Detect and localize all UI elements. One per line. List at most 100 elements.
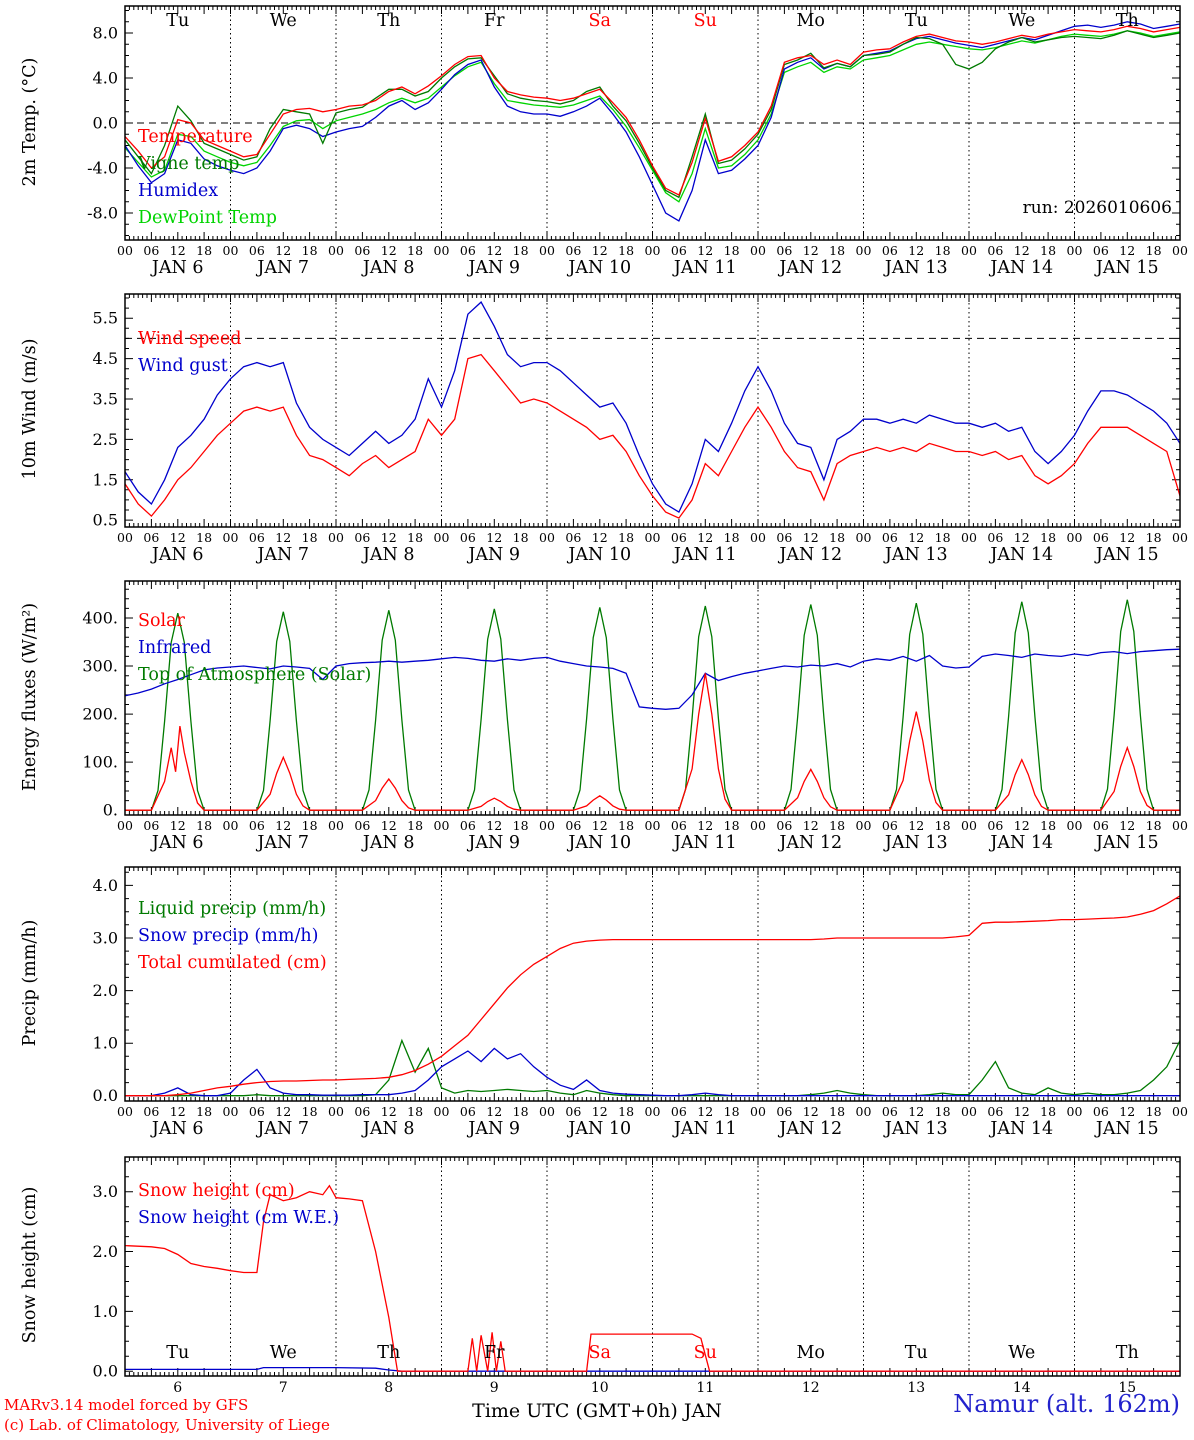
x-hour-label: 18 [618,1104,634,1119]
x-hour-label: 12 [275,243,291,258]
x-hour-label: 18 [196,818,212,833]
dow-label: Sa [589,11,611,31]
y-tick-label: 300. [82,657,118,676]
x-hour-label: 06 [143,530,159,545]
x-hour-label: 06 [671,1104,687,1119]
dow-label: Tu [166,1343,189,1363]
x-hour-label: 18 [1040,1104,1056,1119]
x-date-label: JAN 10 [566,1119,631,1139]
ylabel-energy: Energy fluxes (W/m²) [20,602,40,792]
dow-label: Tu [905,11,928,31]
x-hour-label: 18 [513,818,529,833]
dow-label: We [1008,11,1035,31]
x-hour-label: 12 [170,530,186,545]
dow-label: We [270,1343,297,1363]
x-hour-label: 00 [961,243,977,258]
x-hour-label: 12 [803,818,819,833]
x-hour-label: 00 [750,243,766,258]
x-date-label: JAN 14 [988,833,1053,853]
dow-label: Sa [589,1343,611,1363]
x-hour-label: 06 [776,243,792,258]
x-hour-label: 06 [143,1104,159,1119]
x-hour-label: 12 [381,1104,397,1119]
x-hour-label: 00 [539,530,555,545]
y-tick-label: -4.0 [87,159,118,178]
x-hour-label: 00 [961,1104,977,1119]
x-hour-label: 18 [1040,243,1056,258]
model-credit-line: MARv3.14 model forced by GFS [4,1396,249,1414]
x-hour-label: 06 [987,1104,1003,1119]
x-hour-label: 00 [539,243,555,258]
legend-snow-panel: Snow height (cm) Snow height (cm W.E.) [138,1178,339,1232]
x-hour-label: 00 [328,818,344,833]
x-hour-label: 00 [539,1104,555,1119]
legend-item-vigne-temp: Vigne temp [138,154,240,174]
x-date-label: JAN 7 [255,258,309,278]
x-hour-label: 12 [486,243,502,258]
x-hour-label: 06 [565,1104,581,1119]
x-hour-label: 18 [513,1104,529,1119]
x-hour-label: 06 [776,1104,792,1119]
x-date-label: JAN 6 [150,545,204,565]
series-liquid-precip-mm-h- [125,1038,1180,1097]
x-hour-label: 06 [1093,530,1109,545]
x-hour-label: 18 [1146,243,1162,258]
x-hour-label: 12 [1119,818,1135,833]
x-hour-label: 12 [275,1104,291,1119]
x-hour-label: 06 [671,243,687,258]
x-hour-label: 06 [354,243,370,258]
y-tick-label: 0. [103,801,118,820]
x-hour-label: 18 [724,818,740,833]
x-hour-label: 06 [882,1104,898,1119]
x-hour-label: 12 [170,243,186,258]
y-tick-label: 0.0 [93,1362,118,1381]
x-hour-label: 12 [1119,530,1135,545]
x-hour-label: 06 [249,1104,265,1119]
x-hour-label: 12 [381,818,397,833]
x-hour-label: 00 [1067,818,1083,833]
x-hour-label: 18 [196,1104,212,1119]
plot-box [124,1156,1181,1377]
series-humidex [125,21,1180,222]
x-hour-label: 18 [618,818,634,833]
series-snow-precip-mm-h- [125,1047,1180,1097]
x-hour-label: 12 [275,818,291,833]
x-hour-label: 00 [1067,530,1083,545]
x-hour-label: 00 [328,243,344,258]
series-total-cumulated-cm- [125,895,1180,1097]
x-hour-label: 00 [117,1104,133,1119]
y-tick-label: 1.0 [93,1302,118,1321]
legend-temperature-panel: Temperature Vigne temp Humidex DewPoint … [138,124,277,232]
y-tick-label: 4.5 [93,349,118,368]
legend-item-snow-height: Snow height (cm) [138,1181,295,1201]
x-hour-label: 12 [170,818,186,833]
x-hour-label: 12 [592,530,608,545]
legend-item-toa: Top of Atmosphere (Solar) [138,665,372,685]
y-tick-label: 0.0 [93,114,118,133]
x-hour-label: 06 [460,243,476,258]
x-hour-label: 18 [302,818,318,833]
x-hour-label: 18 [829,243,845,258]
day-number-label: 8 [384,1380,393,1396]
x-hour-label: 18 [829,530,845,545]
x-hour-label: 12 [803,243,819,258]
x-hour-label: 18 [196,530,212,545]
x-date-label: JAN 12 [777,545,842,565]
x-hour-label: 18 [302,530,318,545]
x-date-label: JAN 11 [672,833,737,853]
x-date-label: JAN 15 [1094,833,1159,853]
x-hour-label: 00 [750,818,766,833]
x-date-label: JAN 11 [672,258,737,278]
x-hour-label: 12 [697,530,713,545]
x-date-label: JAN 13 [883,833,948,853]
ylabel-temperature: 2m Temp. (°C) [20,57,40,187]
x-date-label: JAN 7 [255,833,309,853]
x-hour-label: 00 [223,818,239,833]
x-hour-label: 06 [776,530,792,545]
dow-label: We [1008,1343,1035,1363]
x-hour-label: 06 [671,818,687,833]
dow-label: We [270,11,297,31]
x-date-label: JAN 9 [466,1119,520,1139]
y-tick-label: 4.0 [93,69,118,88]
